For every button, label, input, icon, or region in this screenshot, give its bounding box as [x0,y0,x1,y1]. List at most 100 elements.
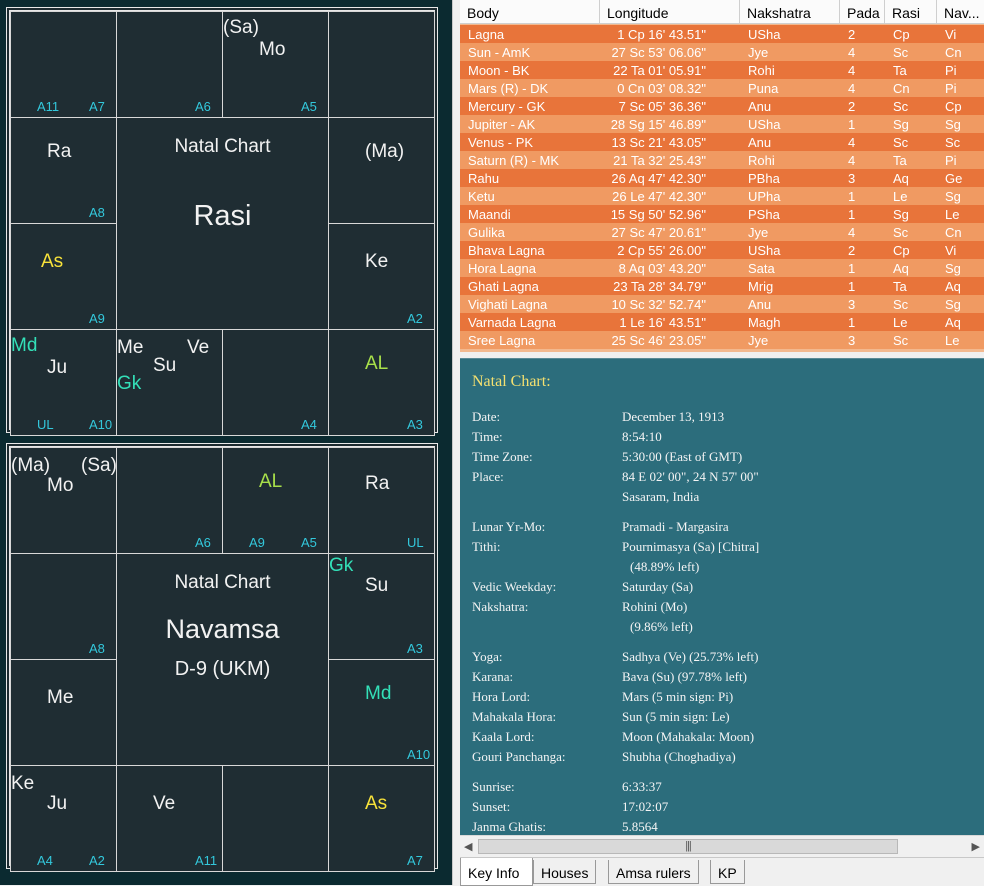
navamsa_chart-house-12[interactable]: A8 [10,553,117,660]
info-value: Sasaram, India [622,489,700,504]
navamsa_chart-arudha-a5: A5 [301,535,317,550]
navamsa_chart-house-9[interactable]: Ve A11 [116,765,223,872]
rasi_chart-house-1[interactable]: A11 A7 [10,11,117,118]
table-cell: Anu [748,297,772,312]
info-label: Nakshatra: [472,599,529,614]
navamsa_chart-house-4[interactable]: Ra UL [328,447,435,554]
table-row[interactable]: Jupiter - AK 28 Sg 15' 46.89" USha 1 Sg Sg [460,115,984,133]
table-row[interactable]: Mars (R) - DK 0 Cn 03' 08.32" Puna 4 Cn Pi [460,79,984,97]
tab-key-info[interactable]: Key Info [460,858,533,886]
table-cell: 27 Sc 53' 06.06" [611,45,706,60]
navamsa_chart-planet-ma: (Ma) [11,455,51,476]
table-cell: Vi [945,243,957,258]
table-cell: Aq [945,279,961,294]
table-cell: Cn [945,225,962,240]
navamsa-chart[interactable]: (Ma) Mo (Sa) A6 AL A9 A5 Ra UL Gk Su A3 Md A10 As A7 Ve A… [6,443,438,872]
table-cell: Sc [945,135,961,150]
table-row[interactable]: Saturn (R) - MK 21 Ta 32' 25.43" Rohi 4 Ta Pi [460,151,984,169]
table-cell: 1 [848,117,856,132]
scroll-left-arrow-icon[interactable]: ◀ [464,841,473,853]
horizontal-scrollbar[interactable]: ◀ ||| ▶ [460,835,984,857]
table-cell: 4 [848,63,856,78]
vertical-splitter[interactable] [452,0,460,885]
rasi_chart-name: Rasi [193,200,252,232]
table-cell: 4 [848,153,856,168]
navamsa_chart-house-11[interactable]: Me [10,659,117,766]
scroll-right-arrow-icon[interactable]: ▶ [971,841,980,853]
table-row[interactable]: Ketu 26 Le 47' 42.30" UPha 1 Le Sg [460,187,984,205]
rasi_chart-house-11[interactable]: Ra A8 [10,117,117,224]
table-cell: Lagna [468,27,505,42]
table-cell: Le [893,315,908,330]
table-cell: Ge [945,171,963,186]
table-cell: Jye [748,225,769,240]
column-header-rasi[interactable]: Rasi [885,0,937,24]
navamsa_chart-house-5[interactable]: Gk Su A3 [328,553,435,660]
table-cell: 2 [848,99,856,114]
column-header-nav[interactable]: Nav... [937,0,984,24]
tab-kp[interactable]: KP [710,860,745,884]
rasi_chart-house-8[interactable]: Me Su Ve Gk [116,329,223,436]
rasi_chart-house-4[interactable]: (Ma) [328,117,435,224]
table-row[interactable]: Mercury - GK 7 Sc 05' 36.36" Anu 2 Sc Cp [460,97,984,115]
table-row[interactable]: Bhava Lagna 2 Cp 55' 26.00" USha 2 Cp Vi [460,241,984,259]
rasi_chart-house-empty[interactable] [328,11,435,118]
table-row[interactable]: Venus - PK 13 Sc 21' 43.05" Anu 4 Sc Sc [460,133,984,151]
scrollbar-thumb[interactable]: ||| [478,839,898,854]
rasi_chart-house-3[interactable]: (Sa) Mo A5 [222,11,329,118]
rasi_chart-house-7[interactable]: A4 [222,329,329,436]
table-row[interactable]: Sree Lagna 25 Sc 46' 23.05" Jye 3 Sc Le [460,331,984,349]
column-header-nakshatra[interactable]: Nakshatra [740,0,840,24]
navamsa_chart-house-7[interactable]: As A7 [328,765,435,872]
column-header-pada[interactable]: Pada [840,0,885,24]
navamsa_chart-planet-ke: Ke [11,773,35,794]
rasi_chart-house-9[interactable]: Md Ju UL A10 [10,329,117,436]
tab-houses[interactable]: Houses [533,860,597,884]
table-row[interactable]: Sun - AmK 27 Sc 53' 06.06" Jye 4 Sc Cn [460,43,984,61]
table-cell: PBha [748,171,780,186]
table-row[interactable]: Varnada Lagna 1 Le 16' 43.51" Magh 1 Le Aq [460,313,984,331]
info-value: Moon (Mahakala: Moon) [622,729,755,744]
table-row[interactable]: Ghati Lagna 23 Ta 28' 34.79" Mrig 1 Ta Aq [460,277,984,295]
navamsa_chart-house-1[interactable]: (Ma) Mo (Sa) [10,447,117,554]
info-value: 6:33:37 [622,779,662,794]
table-cell: Pi [945,63,957,78]
table-row[interactable]: Gulika 27 Sc 47' 20.61" Jye 4 Sc Cn [460,223,984,241]
table-cell: Sc [893,99,909,114]
positions-table[interactable]: Body Longitude Nakshatra Pada Rasi Nav... Lagn… [460,0,984,352]
table-row[interactable]: Rahu 26 Aq 47' 42.30" PBha 3 Aq Ge [460,169,984,187]
info-label: Yoga: [472,649,503,664]
column-header-longitude[interactable]: Longitude [600,0,740,24]
table-cell: Hora Lagna [468,261,536,276]
table-cell: Rohi [748,63,775,78]
rasi_chart-house-5[interactable]: Ke A2 [328,223,435,330]
info-label: Lunar Yr-Mo: [472,519,546,534]
tab-amsa-rulers[interactable]: Amsa rulers [608,860,699,884]
rasi_chart-house-2[interactable]: A6 [116,11,223,118]
rasi_chart-arudha-a11: A11 [37,99,60,114]
navamsa_chart-house-3[interactable]: AL A9 A5 [222,447,329,554]
table-row[interactable]: Maandi 15 Sg 50' 52.96" PSha 1 Sg Le [460,205,984,223]
table-row[interactable]: Hora Lagna 8 Aq 03' 43.20" Sata 1 Aq Sg [460,259,984,277]
table-row[interactable]: Lagna 1 Cp 16' 43.51" USha 2 Cp Vi [460,25,984,43]
table-cell: Varnada Lagna [468,315,556,330]
rasi-chart[interactable]: A11 A7 A6 (Sa) Mo A5 (Ma) Ke A2 AL A3 A4 Me Su Ve Gk Md J… [6,7,438,436]
navamsa_chart-house-6[interactable]: Md A10 [328,659,435,766]
table-cell: 1 [848,189,856,204]
column-header-body[interactable]: Body [460,0,600,24]
table-cell: Ketu [468,189,495,204]
navamsa_chart-house-10[interactable]: Ke Ju A4 A2 [10,765,117,872]
navamsa-chart-grid: (Ma) Mo (Sa) A6 AL A9 A5 Ra UL Gk Su A3 Md A10 As A7 Ve A… [9,446,435,872]
rasi_chart-house-10[interactable]: As A9 [10,223,117,330]
navamsa_chart-house-8[interactable] [222,765,329,872]
navamsa_chart-house-2[interactable]: A6 [116,447,223,554]
horizontal-splitter[interactable] [460,352,984,358]
rasi_chart-arudha-a2: A2 [407,311,423,326]
info-value: Pournimasya (Sa) [Chitra] [622,539,760,554]
navamsa_chart-planet-ra: Ra [365,473,390,494]
rasi_chart-house-6[interactable]: AL A3 [328,329,435,436]
table-row[interactable]: Moon - BK 22 Ta 01' 05.91" Rohi 4 Ta Pi [460,61,984,79]
table-cell: 4 [848,81,856,96]
table-row[interactable]: Vighati Lagna 10 Sc 32' 52.74" Anu 3 Sc Sg [460,295,984,313]
info-value: 5:30:00 (East of GMT) [622,449,743,464]
